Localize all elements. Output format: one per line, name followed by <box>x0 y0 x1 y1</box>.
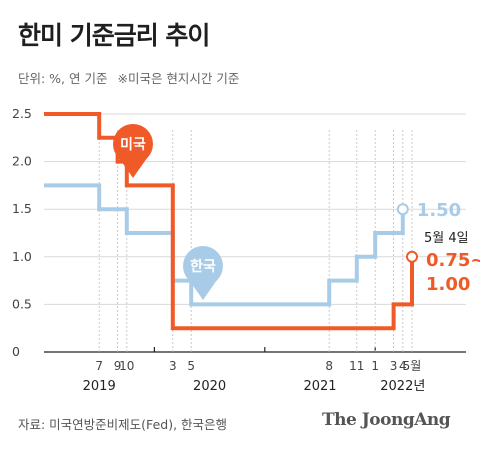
unit-note: 단위: %, 연 기준 <box>18 71 108 86</box>
korea-series-tag-label: 한국 <box>190 259 216 275</box>
korea-series-tag-bubble <box>183 246 223 286</box>
korea-rate-line <box>44 183 405 307</box>
date-annotation: 5월 4일 <box>424 231 469 246</box>
source-note: 자료: 미국연방준비제도(Fed), 한국은행 <box>18 417 228 432</box>
series-lines <box>44 112 418 331</box>
x-tick-label: 9 <box>114 359 122 373</box>
korea-series-tag: 한국 <box>183 246 223 300</box>
us-series-tag-bubble <box>113 124 153 164</box>
y-tick-label: 2.5 <box>12 106 32 121</box>
x-tick-label: 5 <box>187 359 195 373</box>
timezone-note: ※미국은 현지시간 기준 <box>117 71 240 86</box>
x-tick-label: 3 <box>169 359 177 373</box>
us-series-tag-label: 미국 <box>120 137 146 153</box>
x-tick-label: 11 <box>349 359 364 373</box>
x-tick-label: 3 <box>390 359 398 373</box>
us-end-value: 1.00 <box>426 274 470 295</box>
korea-series-tag-tip <box>189 280 217 300</box>
us-end-value: 0.75~ <box>426 250 480 271</box>
us-end-marker <box>406 250 418 263</box>
korea-end-marker <box>396 203 409 216</box>
x-tick-label: 8 <box>325 359 333 373</box>
y-tick-label: 1.5 <box>12 201 32 216</box>
x-tick-label: 7 <box>95 359 103 373</box>
x-tick-label: 4 <box>399 359 407 373</box>
x-tick-label: 10 <box>119 359 134 373</box>
chart-subtitle: 단위: %, 연 기준 ※미국은 현지시간 기준 <box>18 68 239 87</box>
korea-end-value: 1.50 <box>417 200 461 221</box>
x-tick-label: 1 <box>371 359 379 373</box>
y-tick-label: 0 <box>12 344 20 359</box>
x-tick-label: 5월 <box>403 359 422 373</box>
chart-title: 한미 기준금리 추이 <box>18 21 210 50</box>
year-label: 2021 <box>303 379 336 394</box>
year-label: 2020 <box>193 379 226 394</box>
year-label: 2022년 <box>380 379 425 394</box>
us-series-tag: 미국 <box>113 124 153 178</box>
us-series-tag-tip <box>119 158 147 178</box>
year-label: 2019 <box>83 379 116 394</box>
y-tick-label: 0.5 <box>12 296 32 311</box>
y-tick-label: 2.0 <box>12 154 32 169</box>
y-tick-label: 1.0 <box>12 249 32 264</box>
us-rate-line <box>44 112 414 331</box>
publisher-logo: The JoongAng <box>322 410 451 430</box>
